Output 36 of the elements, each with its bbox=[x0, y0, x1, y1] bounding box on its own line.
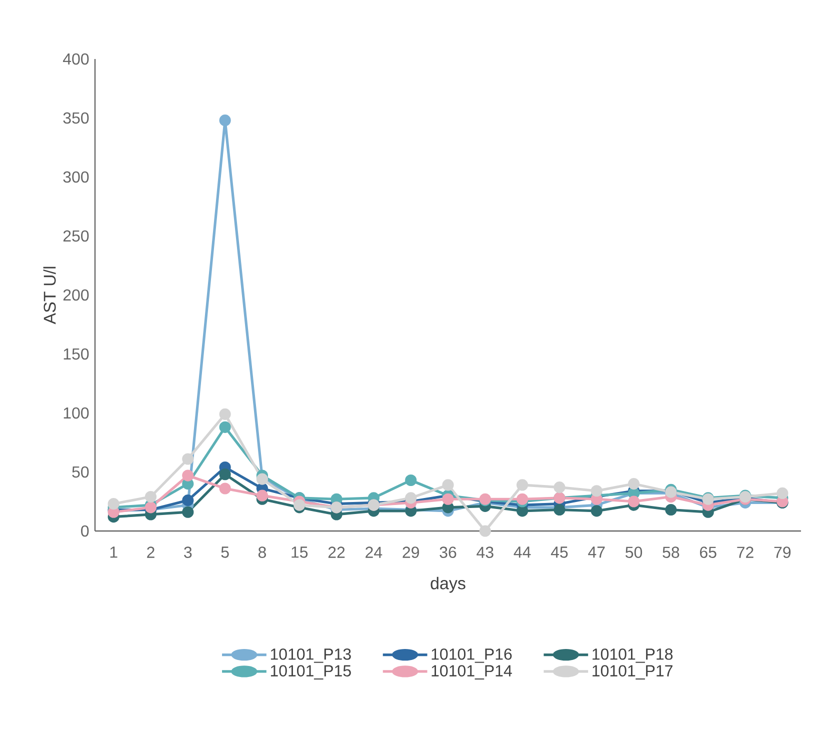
y-tick-label: 100 bbox=[64, 407, 89, 419]
y-tick-label: 350 bbox=[63, 112, 89, 124]
legend-label: 10101_P15 bbox=[270, 665, 351, 680]
x-tick-label: 65 bbox=[700, 546, 716, 558]
x-tick-label: 2 bbox=[147, 546, 154, 558]
x-tick-label: 44 bbox=[514, 546, 531, 558]
y-axis-title: AST U/l bbox=[43, 266, 56, 324]
y-tick-label: 400 bbox=[63, 53, 89, 65]
x-tick-label: 5 bbox=[221, 546, 229, 558]
x-tick-label: 58 bbox=[662, 546, 680, 558]
legend-label: 10101_P18 bbox=[592, 648, 673, 663]
y-tick-label: 150 bbox=[64, 348, 89, 360]
y-tick-label: 50 bbox=[72, 466, 89, 478]
x-tick-label: 45 bbox=[550, 546, 568, 558]
x-tick-label: 22 bbox=[328, 546, 345, 558]
y-tick-label: 0 bbox=[81, 525, 89, 537]
x-tick-label: 47 bbox=[588, 546, 605, 558]
x-tick-label: 1 bbox=[110, 546, 118, 558]
x-tick-label: 8 bbox=[258, 546, 266, 558]
x-tick-label: 50 bbox=[626, 546, 642, 558]
y-tick-label: 250 bbox=[63, 230, 89, 242]
legend-label: 10101_P17 bbox=[592, 665, 672, 680]
x-tick-label: 36 bbox=[440, 546, 456, 558]
x-tick-label: 79 bbox=[774, 546, 791, 558]
x-tick-label: 72 bbox=[737, 546, 754, 558]
legend-label: 10101_P13 bbox=[270, 648, 351, 663]
y-tick-label: 300 bbox=[63, 171, 89, 183]
x-tick-label: 15 bbox=[292, 546, 308, 558]
x-tick-label: 3 bbox=[184, 546, 192, 558]
x-tick-label: 43 bbox=[476, 546, 494, 558]
x-tick-label: 24 bbox=[366, 546, 382, 558]
y-tick-label: 200 bbox=[63, 289, 89, 301]
legend-label: 10101_P14 bbox=[432, 665, 512, 680]
x-tick-label: 29 bbox=[402, 546, 419, 558]
legend-label: 10101_P16 bbox=[432, 648, 512, 663]
x-axis-title: days bbox=[430, 576, 466, 593]
